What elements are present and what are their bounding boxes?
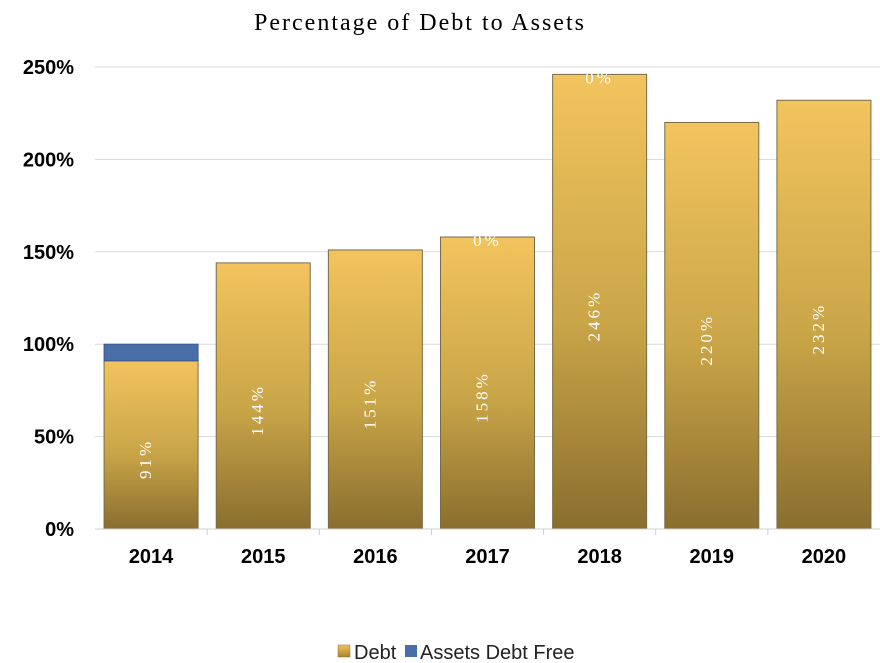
bars	[103, 73, 872, 530]
data-label-debt-2018: 246%	[585, 290, 604, 342]
x-tick-label: 2017	[465, 546, 510, 568]
data-label-debt-2014: 91%	[136, 439, 155, 479]
data-label-assets-debt-free-2017: 0%	[473, 231, 502, 250]
y-tick-label: 200%	[23, 149, 74, 171]
bar-debt-2019	[664, 121, 760, 530]
x-tick-label: 2015	[241, 546, 286, 568]
data-label-debt-2016: 151%	[360, 378, 379, 430]
bar-debt-2020	[776, 99, 872, 530]
x-axis-ticks: 2014 2015 2016 2017 2018 2019 2020	[129, 529, 846, 568]
legend: Debt Assets Debt Free	[337, 642, 575, 663]
data-label-assets-debt-free-2018: 0%	[585, 68, 614, 87]
bar-debt-2014	[103, 360, 199, 530]
y-tick-label: 50%	[34, 427, 74, 449]
bar-assets-debt-free-2014	[103, 343, 199, 362]
x-tick-label: 2018	[577, 546, 622, 568]
legend-label-debt: Debt	[354, 642, 397, 663]
bar-debt-2016	[327, 249, 423, 530]
y-tick-label: 100%	[23, 334, 74, 356]
y-tick-label: 0%	[45, 519, 74, 541]
y-axis-ticks: 0% 50% 100% 150% 200% 250%	[23, 57, 74, 541]
data-label-debt-2020: 232%	[809, 303, 828, 355]
bar-debt-2017	[440, 236, 535, 530]
y-tick-label: 150%	[23, 242, 74, 264]
legend-swatch-assets-debt-free	[405, 645, 417, 657]
chart-title: Percentage of Debt to Assets	[254, 10, 586, 36]
bar-debt-2018	[552, 73, 648, 530]
legend-swatch-debt	[337, 644, 351, 658]
data-labels: 91% 144% 151% 158% 0% 246% 0% 220% 232%	[136, 68, 828, 479]
data-label-debt-2015: 144%	[248, 384, 267, 436]
legend-label-assets-debt-free: Assets Debt Free	[420, 642, 575, 663]
data-label-debt-2019: 220%	[697, 314, 716, 366]
x-tick-label: 2016	[353, 546, 398, 568]
x-tick-label: 2020	[802, 546, 847, 568]
x-tick-label: 2014	[129, 546, 174, 568]
y-tick-label: 250%	[23, 57, 74, 79]
data-label-debt-2017: 158%	[473, 371, 492, 423]
x-tick-label: 2019	[690, 546, 735, 568]
